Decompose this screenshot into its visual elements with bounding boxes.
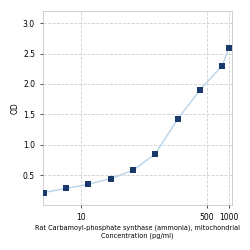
Point	[42, 190, 46, 194]
Point	[227, 46, 231, 50]
Point	[198, 88, 202, 92]
Y-axis label: OD: OD	[11, 102, 20, 114]
Point	[220, 64, 224, 68]
Point	[153, 152, 157, 156]
Point	[64, 186, 68, 190]
Point	[86, 182, 90, 186]
X-axis label: Rat Carbamoyl-phosphate synthase (ammonia), mitochondrial
Concentration (pg/ml): Rat Carbamoyl-phosphate synthase (ammoni…	[35, 225, 240, 239]
Point	[131, 168, 135, 172]
Point	[176, 117, 180, 121]
Point	[109, 177, 113, 181]
